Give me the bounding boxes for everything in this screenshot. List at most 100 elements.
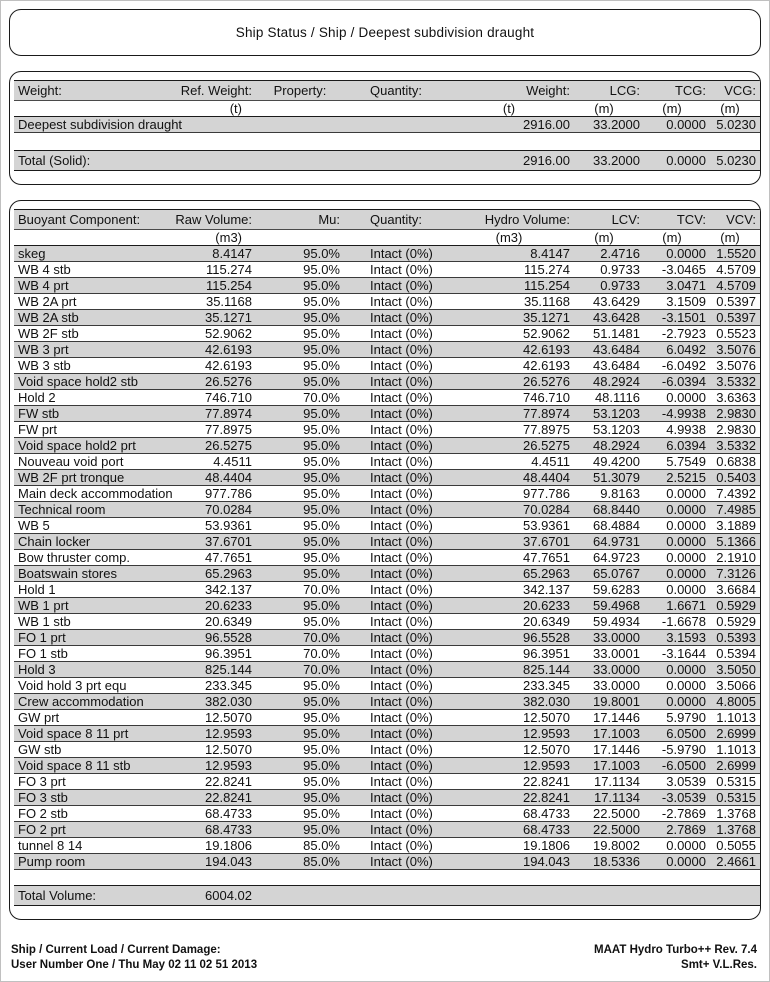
- table-cell: Chain locker: [14, 533, 164, 550]
- table-cell: 95.0%: [256, 485, 344, 502]
- table-cell: 2916.00: [454, 150, 574, 171]
- table-row: Technical room 70.0284 95.0% Intact (0%) 70.…: [14, 501, 760, 518]
- table-cell: 95.0%: [256, 725, 344, 742]
- table-cell: 3.6363: [710, 389, 760, 406]
- table-row: FO 2 prt 68.4733 95.0% Intact (0%) 68.4733 22…: [14, 821, 760, 838]
- table-cell: 95.0%: [256, 293, 344, 310]
- table-cell: 20.6233: [454, 597, 574, 614]
- table-cell: WB 5: [14, 517, 164, 534]
- table-row: Buoyant Component: Raw Volume: Mu: Quantity…: [14, 209, 760, 230]
- table-cell: 0.5394: [710, 645, 760, 662]
- table-cell: 6.0394: [644, 437, 710, 454]
- table-cell: 8.4147: [164, 245, 256, 262]
- table-cell: 95.0%: [256, 245, 344, 262]
- buoyant-table-panel: Buoyant Component: Raw Volume: Mu: Quantity…: [9, 200, 761, 920]
- table-cell: 35.1271: [164, 309, 256, 326]
- table-cell: 17.1134: [574, 773, 644, 790]
- table-cell: 115.274: [454, 261, 574, 278]
- table-row: WB 1 prt 20.6233 95.0% Intact (0%) 20.6233 59…: [14, 597, 760, 614]
- table-cell: 70.0%: [256, 581, 344, 598]
- table-cell: 17.1446: [574, 741, 644, 758]
- table-cell: [454, 885, 574, 906]
- table-cell: VCG:: [710, 80, 760, 101]
- table-cell: -6.0394: [644, 373, 710, 390]
- table-cell: Pump room: [14, 853, 164, 870]
- table-cell: 22.8241: [454, 789, 574, 806]
- table-cell: 70.0%: [256, 661, 344, 678]
- table-cell: 2.9830: [710, 421, 760, 438]
- table-row: FO 3 prt 22.8241 95.0% Intact (0%) 22.8241 17…: [14, 773, 760, 790]
- table-cell: 977.786: [164, 485, 256, 502]
- table-cell: Technical room: [14, 501, 164, 518]
- table-cell: (m): [644, 229, 710, 246]
- table-row: WB 2F prt tronque 48.4404 95.0% Intact (0%)…: [14, 469, 760, 486]
- table-cell: 382.030: [164, 693, 256, 710]
- table-cell: 3.0471: [644, 277, 710, 294]
- table-cell: Void space 8 11 stb: [14, 757, 164, 774]
- table-cell: Intact (0%): [344, 277, 454, 294]
- table-cell: Intact (0%): [344, 645, 454, 662]
- table-cell: 68.4733: [164, 805, 256, 822]
- table-cell: 53.9361: [454, 517, 574, 534]
- table-cell: 95.0%: [256, 405, 344, 422]
- table-cell: 26.5275: [454, 437, 574, 454]
- table-cell: [14, 100, 164, 117]
- table-cell: 48.2924: [574, 437, 644, 454]
- table-cell: Intact (0%): [344, 389, 454, 406]
- table-cell: 70.0284: [454, 501, 574, 518]
- table-cell: (m): [574, 229, 644, 246]
- table-cell: [344, 116, 454, 133]
- table-cell: 0.5397: [710, 293, 760, 310]
- table-cell: 53.1203: [574, 421, 644, 438]
- table-cell: -4.9938: [644, 405, 710, 422]
- table-cell: 95.0%: [256, 773, 344, 790]
- table-cell: 3.5076: [710, 341, 760, 358]
- table-cell: 0.0000: [644, 837, 710, 854]
- table-cell: 2.7869: [644, 821, 710, 838]
- page-title: Ship Status / Ship / Deepest subdivision…: [235, 25, 535, 40]
- table-cell: 0.5393: [710, 629, 760, 646]
- table-row: Void space 8 11 stb 12.9593 95.0% Intact (0…: [14, 757, 760, 774]
- weight-table-panel: Weight: Ref. Weight: Property: Quantity: Wei…: [9, 71, 761, 185]
- table-cell: 95.0%: [256, 597, 344, 614]
- table-cell: -3.1644: [644, 645, 710, 662]
- table-row: Void space 8 11 prt 12.9593 95.0% Intact (0…: [14, 725, 760, 742]
- table-row: FO 1 stb 96.3951 70.0% Intact (0%) 96.3951 33…: [14, 645, 760, 662]
- table-cell: TCV:: [644, 209, 710, 230]
- table-cell: Total Volume:: [14, 885, 164, 906]
- table-cell: 0.0000: [644, 245, 710, 262]
- footer-left: Ship / Current Load / Current Damage: Us…: [11, 943, 257, 973]
- table-cell: Deepest subdivision draught: [14, 116, 182, 133]
- table-cell: tunnel 8 14: [14, 837, 164, 854]
- table-cell: Intact (0%): [344, 549, 454, 566]
- table-cell: Intact (0%): [344, 309, 454, 326]
- table-row: Nouveau void port 4.4511 95.0% Intact (0%) 4…: [14, 453, 760, 470]
- table-cell: 33.0001: [574, 645, 644, 662]
- table-cell: 95.0%: [256, 565, 344, 582]
- table-cell: Void space hold2 prt: [14, 437, 164, 454]
- report-title-panel: Ship Status / Ship / Deepest subdivision…: [9, 9, 761, 56]
- table-cell: 42.6193: [164, 357, 256, 374]
- table-cell: Intact (0%): [344, 661, 454, 678]
- table-cell: WB 3 stb: [14, 357, 164, 374]
- table-cell: Nouveau void port: [14, 453, 164, 470]
- table-cell: 35.1168: [164, 293, 256, 310]
- table-cell: -3.1501: [644, 309, 710, 326]
- table-cell: Intact (0%): [344, 293, 454, 310]
- table-cell: [644, 885, 710, 906]
- table-cell: 0.0000: [644, 661, 710, 678]
- table-row: WB 4 stb 115.274 95.0% Intact (0%) 115.274 0.…: [14, 261, 760, 278]
- table-cell: -2.7869: [644, 805, 710, 822]
- table-cell: 53.1203: [574, 405, 644, 422]
- table-cell: Boatswain stores: [14, 565, 164, 582]
- table-cell: Intact (0%): [344, 357, 454, 374]
- table-cell: 0.0000: [644, 501, 710, 518]
- table-cell: 95.0%: [256, 437, 344, 454]
- table-cell: 2.5215: [644, 469, 710, 486]
- table-cell: WB 1 prt: [14, 597, 164, 614]
- table-cell: 233.345: [164, 677, 256, 694]
- table-row: WB 1 stb 20.6349 95.0% Intact (0%) 20.6349 59…: [14, 613, 760, 630]
- table-cell: 3.5332: [710, 437, 760, 454]
- table-cell: 70.0%: [256, 629, 344, 646]
- table-cell: 3.1509: [644, 293, 710, 310]
